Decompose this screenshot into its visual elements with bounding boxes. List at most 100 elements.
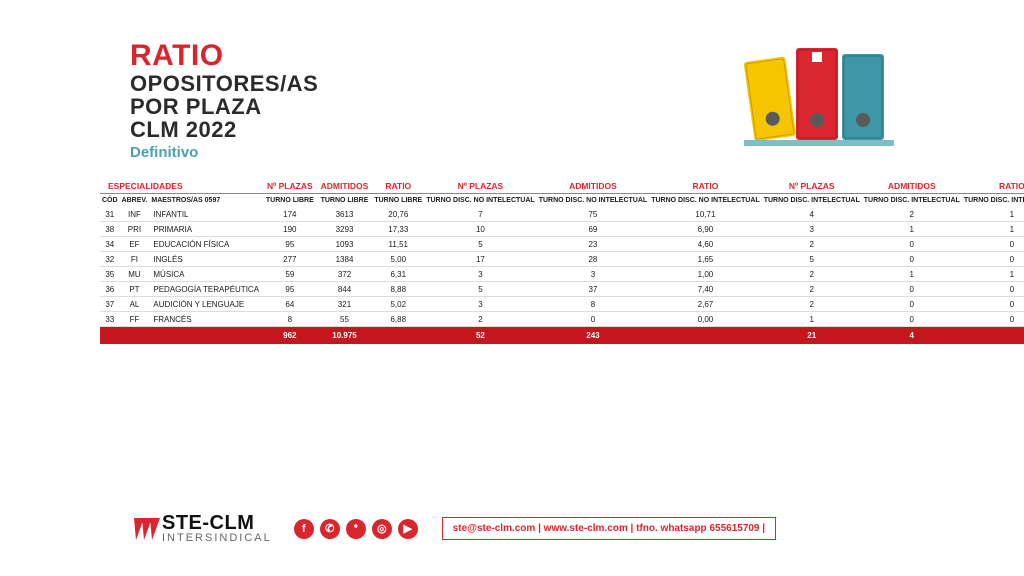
cell: 8,88 [372,282,424,297]
cell: 20,76 [372,207,424,222]
cell: FI [120,252,150,267]
total-dn-a: 243 [537,327,650,345]
cell: 8 [263,312,317,327]
cell: 3293 [317,222,373,237]
cell: AUDICIÓN Y LENGUAJE [149,297,263,312]
title-line-3: POR PLAZA [130,95,318,118]
sub-maestros: MAESTROS/AS 0597 [149,194,263,208]
cell: AL [120,297,150,312]
cell: 2,67 [649,297,762,312]
cell: 1 [862,267,962,282]
twitter-icon[interactable]: 𐤏 [346,519,366,539]
sub-abrev: ABREV. [120,194,150,208]
cell: 3 [762,222,862,237]
cell: 8 [537,297,650,312]
cell: 174 [263,207,317,222]
table-row: 37ALAUDICIÓN Y LENGUAJE643215,02382,6720… [100,297,1024,312]
cell: 17,33 [372,222,424,237]
cell: 844 [317,282,373,297]
sub-tl-1: TURNO LIBRE [263,194,317,208]
cell: 0 [862,252,962,267]
cell: 7,40 [649,282,762,297]
sub-dn-2: TURNO DISC. NO INTELECTUAL [537,194,650,208]
table-row: 36PTPEDAGOGÍA TERAPÉUTICA958448,885377,4… [100,282,1024,297]
cell: 33 [100,312,120,327]
cell: 0 [962,297,1024,312]
cell: 6,90 [649,222,762,237]
totals-row: 962 10.975 52 243 21 4 [100,327,1024,345]
total-dn-p: 52 [424,327,537,345]
sub-dn-1: TURNO DISC. NO INTELECTUAL [424,194,537,208]
col-ratio-1: RATIO [372,179,424,194]
cell: 95 [263,237,317,252]
cell: 64 [263,297,317,312]
sub-dn-3: TURNO DISC. NO INTELECTUAL [649,194,762,208]
sub-tl-3: TURNO LIBRE [372,194,424,208]
cell: 37 [100,297,120,312]
cell: MU [120,267,150,282]
brand-main: STE-CLM [162,513,272,533]
cell: 321 [317,297,373,312]
cell: PRIMARIA [149,222,263,237]
cell: 5 [762,252,862,267]
col-nplazas-3: Nº PLAZAS [762,179,862,194]
total-di-a: 4 [862,327,962,345]
table-row: 35MUMÚSICA593726,31331,00211 [100,267,1024,282]
cell: 4,60 [649,237,762,252]
cell: INGLÉS [149,252,263,267]
sub-di-2: TURNO DISC. INTELECTUAL [862,194,962,208]
instagram-icon[interactable]: ◎ [372,519,392,539]
cell: 75 [537,207,650,222]
facebook-icon[interactable]: f [294,519,314,539]
cell: 1 [962,222,1024,237]
col-admitidos-3: ADMITIDOS [862,179,962,194]
ratio-table-wrap: ESPECIALIDADES Nº PLAZAS ADMITIDOS RATIO… [0,171,1024,345]
cell: 38 [100,222,120,237]
sub-di-1: TURNO DISC. INTELECTUAL [762,194,862,208]
cell: 0 [962,312,1024,327]
cell: 23 [537,237,650,252]
cell: 4 [762,207,862,222]
social-icons: f ✆ 𐤏 ◎ ▶ [294,519,418,539]
folders-icon [734,40,904,160]
cell: EF [120,237,150,252]
cell: 190 [263,222,317,237]
cell: 0 [862,312,962,327]
cell: 1 [862,222,962,237]
cell: MÚSICA [149,267,263,282]
col-admitidos-1: ADMITIDOS [317,179,373,194]
cell: 7 [424,207,537,222]
cell: 2 [762,267,862,282]
youtube-icon[interactable]: ▶ [398,519,418,539]
col-ratio-2: RATIO [649,179,762,194]
cell: 2 [762,282,862,297]
cell: 2 [762,237,862,252]
cell: PEDAGOGÍA TERAPÉUTICA [149,282,263,297]
cell: 5 [424,282,537,297]
cell: 1 [962,207,1024,222]
table-row: 33FFFRANCÉS8556,88200,00100 [100,312,1024,327]
title-line-2: OPOSITORES/AS [130,72,318,95]
cell: 1384 [317,252,373,267]
cell: 0 [862,297,962,312]
cell: 32 [100,252,120,267]
cell: 277 [263,252,317,267]
cell: FF [120,312,150,327]
cell: 1093 [317,237,373,252]
table-row: 32FIINGLÉS27713845,0017281,65500 [100,252,1024,267]
cell: 0 [862,237,962,252]
cell: 2 [862,207,962,222]
whatsapp-icon[interactable]: ✆ [320,519,340,539]
total-tl-p: 962 [263,327,317,345]
col-nplazas-1: Nº PLAZAS [263,179,317,194]
cell: 3 [424,267,537,282]
cell: 10,71 [649,207,762,222]
cell: 0 [962,252,1024,267]
cell: PT [120,282,150,297]
cell: 5,02 [372,297,424,312]
cell: 35 [100,267,120,282]
cell: 11,51 [372,237,424,252]
cell: 1 [762,312,862,327]
cell: 59 [263,267,317,282]
cell: 3613 [317,207,373,222]
